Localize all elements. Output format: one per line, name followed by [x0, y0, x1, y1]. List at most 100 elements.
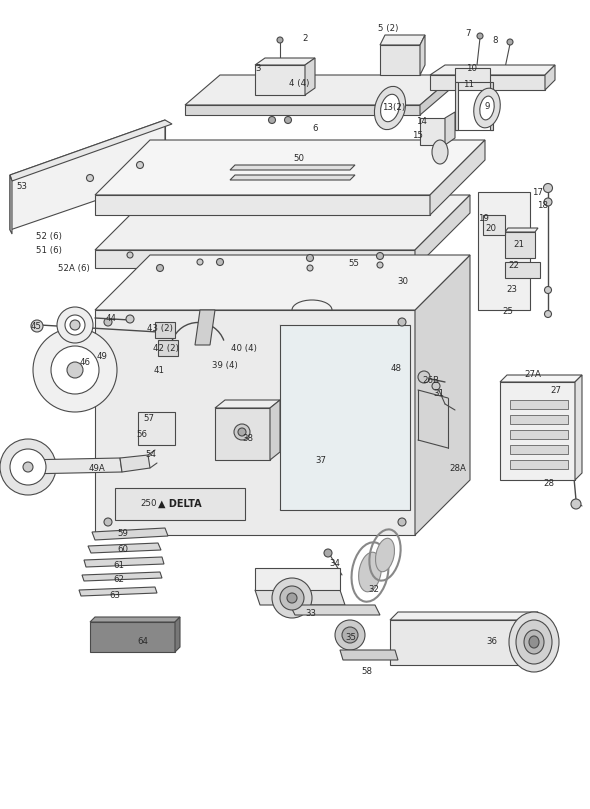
Polygon shape — [390, 612, 538, 620]
Circle shape — [272, 578, 312, 618]
Text: 50: 50 — [293, 154, 304, 163]
Circle shape — [277, 37, 283, 43]
Circle shape — [376, 252, 384, 260]
Circle shape — [398, 318, 406, 326]
Text: 6: 6 — [312, 124, 318, 133]
Text: 14: 14 — [417, 116, 428, 125]
Text: 41: 41 — [153, 366, 165, 375]
Circle shape — [287, 593, 297, 603]
Polygon shape — [270, 400, 280, 460]
Polygon shape — [430, 140, 485, 215]
Text: 38: 38 — [242, 434, 254, 443]
Text: 25: 25 — [503, 307, 513, 316]
Text: 18: 18 — [537, 201, 549, 210]
Text: 52A (6): 52A (6) — [58, 264, 90, 273]
Polygon shape — [138, 412, 175, 445]
Text: 40 (4): 40 (4) — [231, 344, 257, 353]
Circle shape — [507, 39, 513, 45]
Text: 52 (6): 52 (6) — [36, 231, 62, 240]
Text: 26B: 26B — [422, 375, 440, 384]
Circle shape — [104, 318, 112, 326]
Circle shape — [307, 265, 313, 271]
Circle shape — [51, 346, 99, 394]
Text: 5 (2): 5 (2) — [378, 23, 398, 32]
Polygon shape — [510, 460, 568, 469]
Text: 35: 35 — [346, 633, 356, 642]
Text: 27A: 27A — [525, 370, 542, 379]
Text: 60: 60 — [117, 544, 129, 553]
Circle shape — [342, 627, 358, 643]
Text: 43 (2): 43 (2) — [147, 324, 173, 332]
Text: 27: 27 — [550, 386, 562, 395]
Polygon shape — [185, 105, 420, 115]
Polygon shape — [500, 375, 582, 382]
Text: 58: 58 — [362, 667, 372, 676]
Circle shape — [67, 362, 83, 378]
Polygon shape — [445, 112, 455, 145]
Polygon shape — [290, 605, 380, 615]
Polygon shape — [82, 572, 162, 581]
Circle shape — [477, 33, 483, 39]
Text: 23: 23 — [506, 285, 517, 294]
Text: 51 (6): 51 (6) — [36, 245, 62, 255]
Polygon shape — [158, 340, 178, 356]
Text: 11: 11 — [464, 79, 474, 88]
Polygon shape — [505, 232, 535, 258]
Circle shape — [545, 286, 552, 294]
Text: 34: 34 — [329, 558, 340, 567]
Text: 45: 45 — [31, 321, 41, 331]
Polygon shape — [530, 612, 538, 665]
Circle shape — [234, 424, 250, 440]
Polygon shape — [505, 262, 540, 278]
Polygon shape — [455, 68, 490, 82]
Polygon shape — [415, 195, 470, 268]
Polygon shape — [380, 45, 420, 75]
Text: 44: 44 — [106, 314, 116, 323]
Circle shape — [306, 255, 313, 261]
Polygon shape — [510, 400, 568, 409]
Polygon shape — [575, 375, 582, 480]
Polygon shape — [280, 325, 410, 510]
Circle shape — [432, 382, 440, 390]
Text: 15: 15 — [412, 130, 424, 139]
Text: 10: 10 — [467, 63, 477, 73]
Ellipse shape — [480, 96, 494, 120]
Text: 56: 56 — [136, 430, 148, 438]
Polygon shape — [88, 543, 161, 553]
Circle shape — [217, 259, 224, 265]
Circle shape — [87, 175, 93, 181]
Ellipse shape — [524, 630, 544, 654]
Circle shape — [65, 315, 85, 335]
Polygon shape — [10, 175, 12, 234]
Text: 57: 57 — [143, 413, 155, 422]
Polygon shape — [90, 622, 175, 652]
Circle shape — [23, 462, 33, 472]
Polygon shape — [305, 58, 315, 95]
Text: 20: 20 — [486, 223, 497, 232]
Polygon shape — [95, 255, 470, 310]
Text: 46: 46 — [80, 358, 90, 366]
Polygon shape — [155, 322, 175, 338]
Circle shape — [126, 315, 134, 323]
Circle shape — [284, 116, 291, 124]
Polygon shape — [92, 528, 168, 540]
Polygon shape — [420, 75, 455, 115]
Polygon shape — [420, 35, 425, 75]
Text: 64: 64 — [137, 637, 149, 646]
Text: 61: 61 — [113, 561, 124, 570]
Text: 9: 9 — [484, 101, 490, 111]
Polygon shape — [115, 488, 245, 520]
Polygon shape — [175, 617, 180, 652]
Polygon shape — [185, 75, 455, 105]
Text: 54: 54 — [146, 450, 156, 459]
Polygon shape — [95, 140, 485, 195]
Circle shape — [324, 549, 332, 557]
Text: 21: 21 — [513, 239, 525, 248]
Text: 22: 22 — [509, 260, 520, 269]
Polygon shape — [22, 458, 122, 474]
Circle shape — [543, 184, 552, 193]
Polygon shape — [230, 175, 355, 180]
Text: 33: 33 — [306, 609, 316, 619]
Ellipse shape — [375, 87, 405, 129]
Text: 8: 8 — [492, 36, 498, 44]
